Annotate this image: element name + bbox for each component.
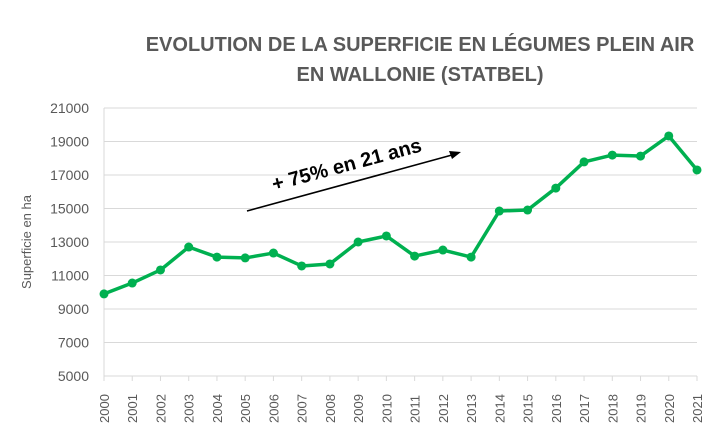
x-tick-label: 2014 bbox=[492, 394, 507, 423]
x-tick-label: 2006 bbox=[266, 394, 281, 423]
data-point bbox=[692, 165, 702, 175]
y-tick-label: 9000 bbox=[58, 301, 89, 317]
x-tick-label: 2011 bbox=[408, 395, 423, 423]
data-point bbox=[381, 231, 391, 241]
y-tick-label: 15000 bbox=[50, 201, 89, 217]
data-point bbox=[99, 289, 109, 299]
data-point bbox=[212, 252, 222, 262]
x-tick-label: 2018 bbox=[605, 394, 620, 423]
trend-arrow bbox=[246, 154, 453, 212]
data-point bbox=[523, 205, 533, 215]
x-tick-label: 2007 bbox=[295, 394, 310, 423]
x-tick-label: 2012 bbox=[436, 394, 451, 423]
data-point bbox=[353, 237, 363, 247]
x-tick-label: 2013 bbox=[464, 394, 479, 423]
data-point bbox=[297, 261, 307, 271]
data-point bbox=[155, 265, 165, 275]
data-point bbox=[184, 242, 194, 252]
x-tick-label: 2003 bbox=[182, 394, 197, 423]
data-point bbox=[607, 150, 617, 160]
chart-title-line1: EVOLUTION DE LA SUPERFICIE EN LÉGUMES PL… bbox=[145, 34, 695, 56]
x-tick-label: 2016 bbox=[549, 394, 564, 423]
annotation: + 75% en 21 ans bbox=[270, 135, 424, 196]
data-point bbox=[240, 253, 250, 263]
data-point bbox=[325, 259, 335, 269]
data-point bbox=[664, 131, 674, 141]
x-tick-label: 2010 bbox=[379, 394, 394, 423]
x-tick-label: 2015 bbox=[521, 394, 536, 423]
chart-title-line2: EN WALLONIE (STATBEL) bbox=[296, 64, 544, 86]
x-tick-label: 2021 bbox=[690, 394, 705, 423]
data-point bbox=[551, 183, 561, 193]
data-point bbox=[127, 278, 137, 288]
series-line bbox=[103, 134, 699, 296]
x-tick-label: 2002 bbox=[153, 394, 168, 423]
y-tick-label: 13000 bbox=[50, 234, 89, 250]
x-tick-label: 2017 bbox=[577, 394, 592, 423]
y-tick-label: 21000 bbox=[50, 100, 89, 116]
y-tick-label: 19000 bbox=[50, 134, 89, 150]
data-point bbox=[494, 206, 504, 216]
data-point bbox=[268, 248, 278, 258]
y-tick-label: 5000 bbox=[58, 368, 89, 384]
data-point bbox=[466, 252, 476, 262]
arrow-head-icon bbox=[449, 151, 461, 159]
x-tick-label: 2004 bbox=[210, 394, 225, 423]
y-tick-label: 7000 bbox=[58, 335, 89, 351]
y-axis-label: Superficie en ha bbox=[19, 194, 34, 289]
y-tick-label: 17000 bbox=[50, 167, 89, 183]
x-tick-label: 2008 bbox=[323, 394, 338, 423]
y-tick-label: 11000 bbox=[51, 268, 89, 284]
data-point bbox=[438, 245, 448, 255]
x-tick-label: 2009 bbox=[351, 394, 366, 423]
data-point bbox=[579, 157, 589, 167]
x-tick-label: 2001 bbox=[125, 394, 140, 423]
x-tick-label: 2005 bbox=[238, 394, 253, 423]
data-point bbox=[636, 151, 646, 161]
x-tick-label: 2020 bbox=[662, 394, 677, 423]
x-tick-label: 2019 bbox=[634, 394, 649, 423]
data-point bbox=[410, 251, 420, 261]
x-tick-label: 2000 bbox=[97, 394, 112, 423]
